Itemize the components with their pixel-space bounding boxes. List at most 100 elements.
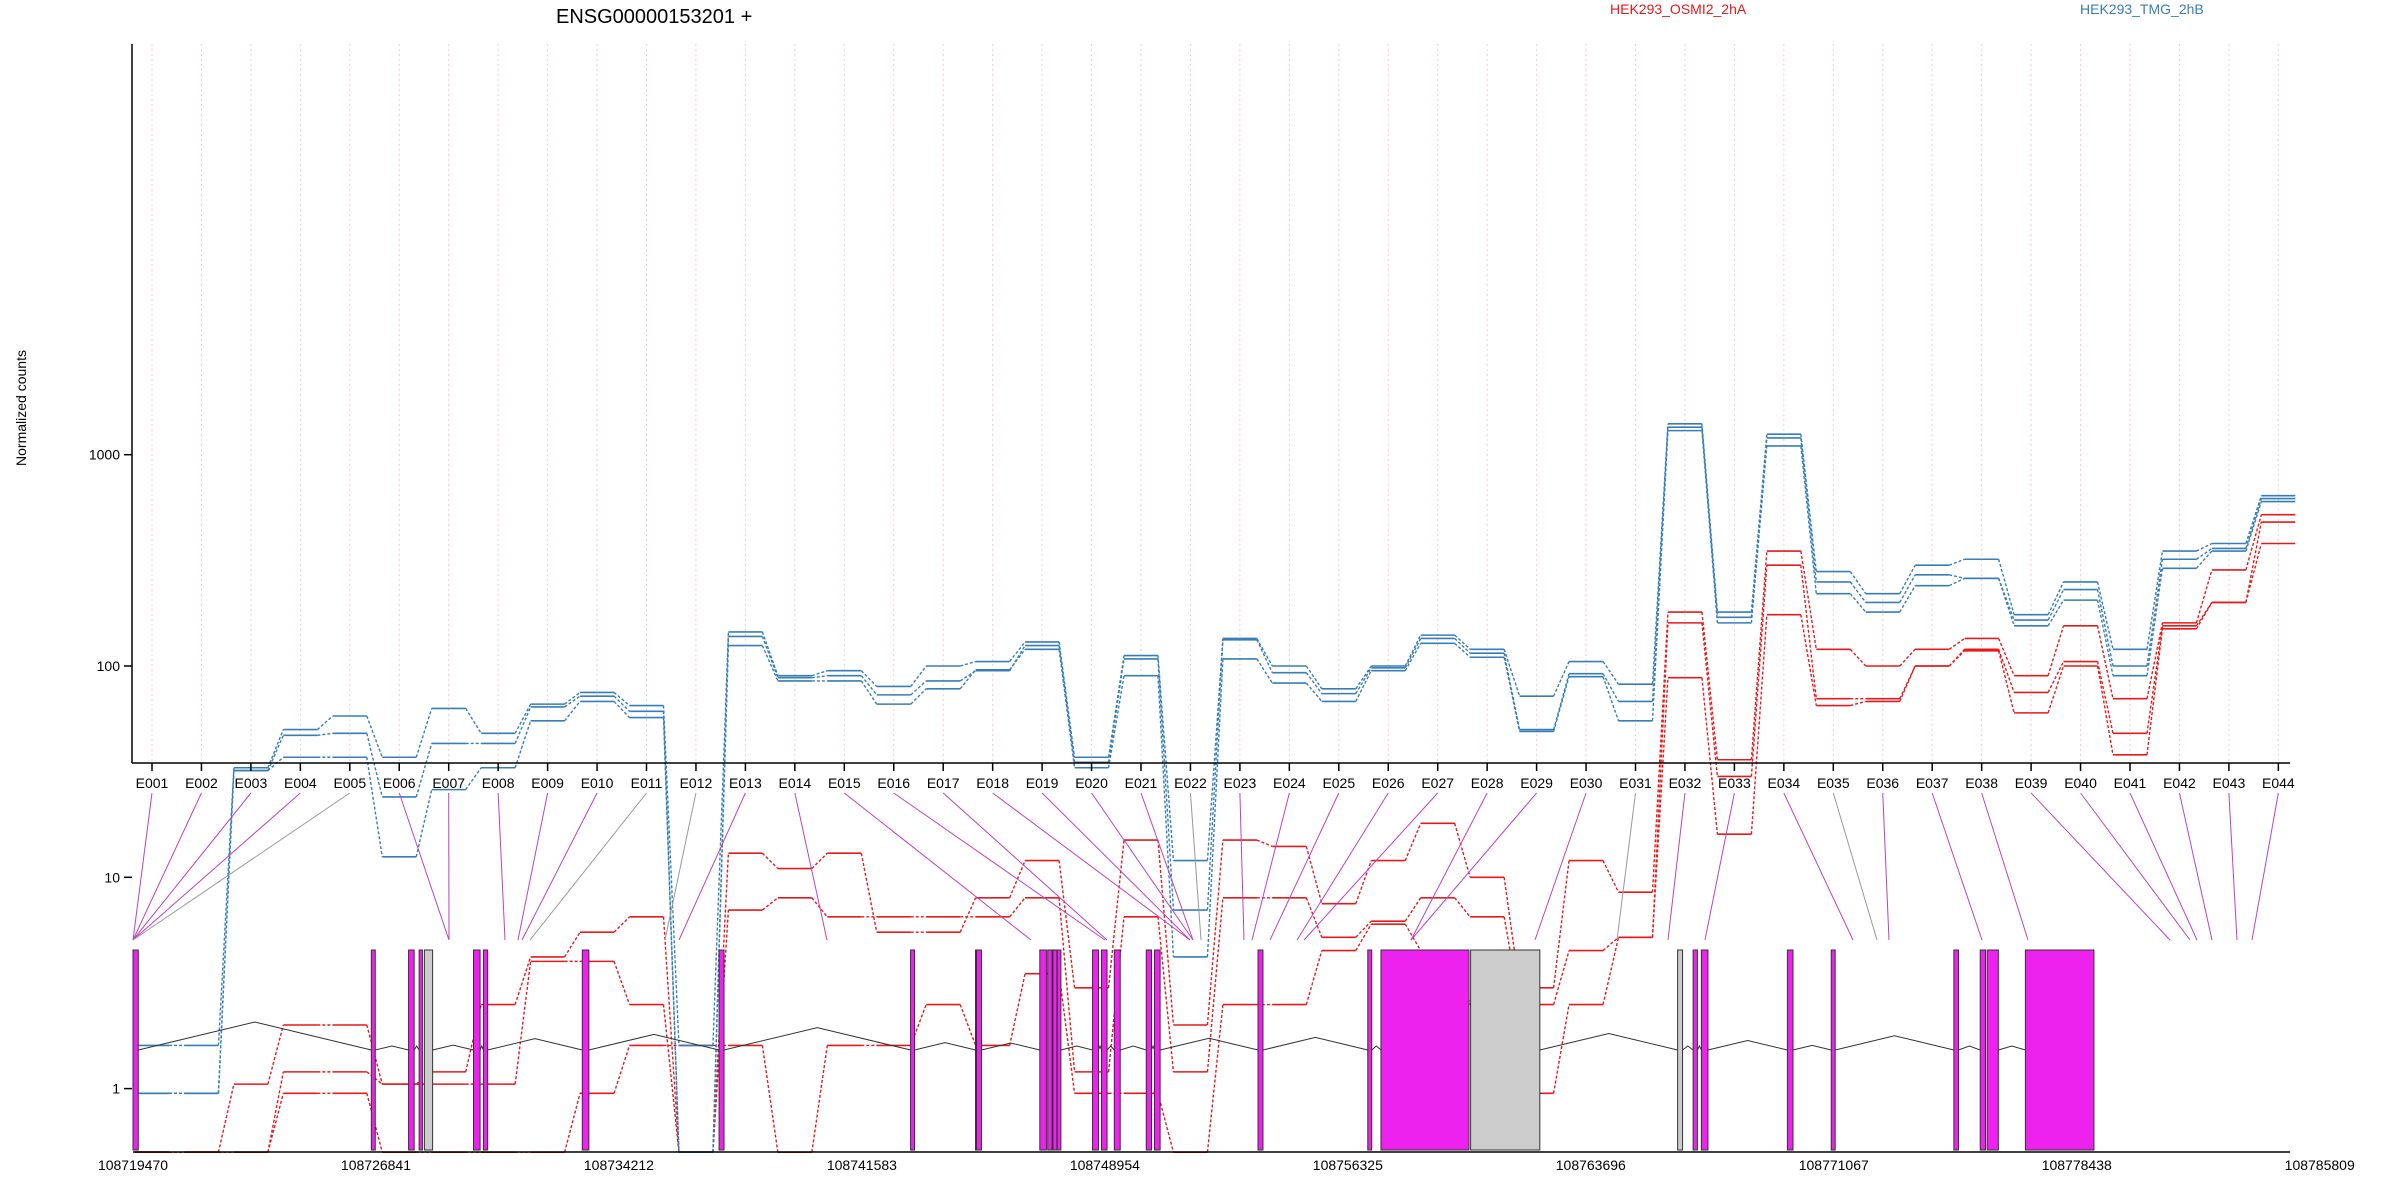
exon-box: [423, 949, 434, 1151]
x-tick-label: E027: [1421, 775, 1454, 791]
series-transition: [1503, 657, 1521, 732]
exon-connector: [1931, 792, 1983, 941]
exon-connector: [1140, 792, 1194, 941]
series-transition: [1107, 675, 1125, 768]
series-transition: [1997, 650, 2015, 714]
series-transition: [1009, 648, 1026, 671]
exon-box: [1052, 949, 1058, 1151]
series-transition: [1355, 670, 1372, 702]
genomic-tick-label: 108763696: [1556, 1157, 1626, 1173]
exon-box: [1257, 949, 1264, 1151]
intron-line: [413, 1045, 420, 1051]
series-transition: [1602, 676, 1620, 722]
exon-connector: [1534, 792, 1587, 941]
series-transition: [465, 708, 482, 734]
series-transition: [1454, 823, 1471, 878]
series-transition: [2195, 550, 2213, 569]
exon-box: [2024, 949, 2095, 1151]
series-transition: [2245, 543, 2263, 603]
series-transition: [1899, 665, 1916, 702]
exon-connector: [2080, 792, 2191, 941]
series-transition: [1552, 860, 1570, 988]
x-tick-label: E007: [432, 775, 465, 791]
series-transition: [564, 700, 581, 722]
exon-connector: [664, 792, 697, 941]
series-transition: [1107, 658, 1125, 763]
series-transition: [1206, 639, 1224, 911]
series-group: [135, 542, 2296, 1154]
series-transition: [1701, 430, 1719, 623]
series-transition: [1157, 658, 1175, 911]
intron-line: [138, 1021, 372, 1051]
series-transition: [1701, 423, 1719, 613]
series-transition: [662, 916, 680, 1153]
series-transition: [564, 691, 581, 705]
exon-box: [1047, 949, 1053, 1151]
exon-connectors: [132, 792, 2279, 941]
genomic-tick-label: 108756325: [1313, 1157, 1383, 1173]
series-transition: [1009, 645, 1026, 672]
exon-box: [418, 949, 423, 1151]
series-transition: [712, 645, 730, 1153]
exon-box: [910, 949, 916, 1151]
x-tick-label: E023: [1224, 775, 1257, 791]
genomic-tick-label: 108785809: [2285, 1157, 2355, 1173]
series-transition: [613, 691, 630, 707]
series-transition: [1157, 655, 1175, 861]
intron-line: [1682, 1045, 1694, 1051]
x-tick-label: E038: [1965, 775, 1998, 791]
intron-line: [1998, 1045, 2026, 1051]
series-transition: [415, 708, 433, 758]
genomic-tick-label: 108734212: [584, 1157, 654, 1173]
series-transition: [1157, 916, 1175, 1072]
x-tick-label: E036: [1866, 775, 1899, 791]
exon-box: [1953, 949, 1959, 1151]
exon-connector: [1296, 792, 1389, 941]
genomic-tick-label: 108748954: [1070, 1157, 1140, 1173]
exon-connector: [678, 792, 746, 941]
series-transition: [465, 767, 482, 791]
series-transition: [1552, 950, 1570, 1005]
exon-connector: [1783, 792, 1854, 941]
series-transition: [2146, 622, 2164, 699]
x-tick-label: E043: [2213, 775, 2246, 791]
series-transition: [267, 1093, 285, 1153]
series-transition: [1305, 672, 1323, 695]
series-transition: [1997, 559, 2015, 615]
exon-connector: [843, 792, 1032, 941]
x-tick-label: E039: [2015, 775, 2048, 791]
legend-item-tmg: HEK293_TMG_2hB: [2080, 1, 2204, 17]
intron-line: [1707, 1039, 1788, 1051]
series-transition: [1009, 897, 1026, 918]
series-group: [135, 521, 2296, 1154]
series-transition: [1305, 665, 1323, 690]
series-transition: [1008, 973, 1026, 1046]
series-transition: [959, 669, 977, 690]
series-transition: [1404, 823, 1422, 861]
series-transition: [2196, 547, 2213, 560]
intron-line: [1792, 1044, 1832, 1051]
exon-box: [1979, 949, 1986, 1151]
x-tick-label: E006: [383, 775, 416, 791]
series-transition: [1305, 897, 1323, 938]
x-tick-label: E028: [1471, 775, 1504, 791]
exon-box: [1154, 949, 1161, 1151]
exon-connector: [132, 792, 252, 941]
series-transition: [1454, 642, 1471, 658]
exon-connector: [2178, 792, 2213, 941]
series-transition: [1750, 565, 1768, 777]
exon-connector: [521, 792, 598, 941]
series-transition: [1800, 565, 1817, 699]
x-tick-label: E004: [284, 775, 317, 791]
exon-box: [408, 949, 415, 1151]
x-tick-label: E024: [1273, 775, 1306, 791]
series-transition: [662, 705, 680, 1046]
exon-connector: [1832, 792, 1878, 941]
intron-line: [1106, 1045, 1115, 1051]
series-transition: [1058, 860, 1076, 988]
intron-line: [479, 1044, 484, 1051]
exon-connector: [1616, 792, 1636, 941]
exon-connector: [942, 792, 1108, 941]
series-transition: [1602, 860, 1620, 893]
series-transition: [761, 852, 779, 870]
